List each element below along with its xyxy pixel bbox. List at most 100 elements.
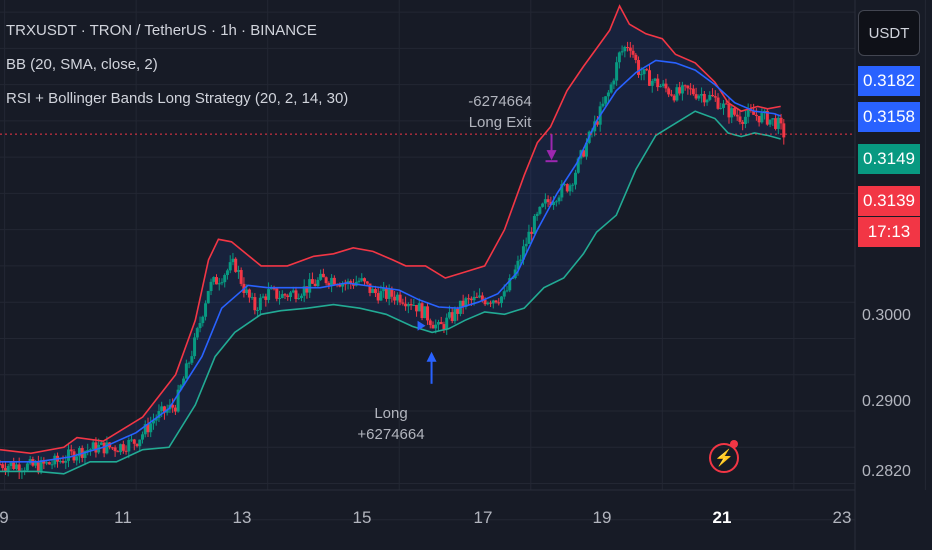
long-entry-marker: [417, 320, 426, 331]
candle-body: [50, 464, 54, 466]
candle-body: [505, 290, 509, 292]
candle-body: [157, 410, 161, 419]
candle-body: [667, 88, 671, 95]
candle-body: [557, 197, 561, 202]
candle-body: [201, 316, 205, 324]
candle-body: [127, 439, 131, 452]
candle-body: [165, 409, 169, 413]
exit-signal-value: -6274664: [468, 93, 532, 110]
date-tick: 13: [232, 508, 252, 527]
long-signal-value: +6274664: [357, 426, 425, 443]
candle-body: [302, 286, 306, 296]
candle-body: [656, 78, 660, 88]
candle-body: [179, 385, 183, 390]
candle-body: [771, 118, 775, 120]
candle-body: [428, 320, 432, 326]
candle-body: [746, 109, 750, 117]
candle-body: [642, 69, 646, 75]
candle-body: [299, 295, 303, 298]
date-tick: 11: [114, 508, 132, 527]
candle-body: [480, 295, 484, 300]
candle-body: [650, 80, 654, 86]
candle-body: [584, 142, 588, 157]
candle-body: [64, 460, 68, 463]
candle-body: [258, 297, 262, 311]
candle-body: [67, 449, 71, 461]
candle-body: [143, 424, 147, 435]
candle-body: [171, 404, 175, 408]
currency-button[interactable]: USDT: [858, 10, 920, 56]
candle-body: [543, 199, 547, 204]
candle-body: [409, 303, 413, 306]
candle-body: [368, 283, 372, 293]
candle-body: [563, 184, 567, 186]
candle-body: [694, 94, 698, 99]
candle-body: [497, 302, 501, 304]
candle-body: [119, 444, 123, 453]
lightning-icon[interactable]: ⚡: [709, 443, 739, 473]
candle-body: [735, 114, 739, 117]
candle-body: [516, 260, 520, 270]
exit-arrowhead-icon: [546, 150, 557, 161]
candle-body: [198, 323, 202, 329]
candle-body: [626, 46, 630, 48]
date-tick: 23: [832, 508, 852, 527]
candle-body: [231, 258, 235, 263]
candle-body: [398, 294, 402, 303]
candle-body: [453, 309, 457, 322]
candle-body: [469, 298, 473, 301]
candle-body: [727, 104, 731, 118]
candle-body: [738, 116, 742, 122]
candle-body: [609, 84, 613, 93]
candle-body: [173, 407, 177, 412]
candle-body: [571, 184, 575, 186]
candle-body: [412, 305, 416, 307]
candle-body: [401, 302, 405, 304]
candle-body: [708, 94, 712, 100]
candle-body: [291, 290, 295, 293]
candle-body: [294, 290, 298, 300]
candle-body: [565, 184, 569, 192]
candle-body: [467, 298, 471, 300]
candle-body: [765, 110, 769, 125]
candle-body: [141, 434, 145, 440]
candle-body: [716, 97, 720, 109]
candle-body: [39, 460, 43, 473]
candle-body: [384, 287, 388, 299]
candle-body: [582, 150, 586, 157]
price-tick: 0.3000: [862, 307, 911, 324]
candle-body: [94, 442, 98, 453]
price-label-upper-band: 0.3182: [858, 66, 920, 96]
candle-body: [132, 439, 136, 444]
strategy-label[interactable]: RSI + Bollinger Bands Long Strategy (20,…: [6, 90, 349, 107]
notification-dot: [730, 440, 738, 448]
symbol-title[interactable]: TRXUSDT · TRON / TetherUS · 1h · BINANCE: [6, 22, 317, 39]
candle-body: [209, 281, 213, 292]
candle-body: [102, 442, 106, 454]
candle-body: [382, 287, 386, 292]
candle-body: [176, 389, 180, 412]
candle-body: [184, 363, 188, 379]
candle-body: [75, 456, 79, 461]
candle-body: [349, 281, 353, 284]
candle-body: [313, 283, 317, 287]
candle-body: [187, 362, 191, 364]
candle-body: [286, 295, 290, 298]
candle-body: [686, 85, 690, 89]
candle-body: [34, 462, 38, 466]
candle-body: [3, 468, 7, 471]
candle-body: [678, 87, 682, 94]
candle-body: [486, 302, 490, 305]
candle-body: [69, 449, 73, 452]
candle-body: [436, 322, 440, 325]
candle-body: [182, 378, 186, 386]
candle-body: [483, 299, 487, 305]
candle-body: [524, 243, 528, 247]
candle-body: [236, 270, 240, 272]
candle-body: [105, 442, 109, 454]
candle-body: [417, 303, 421, 312]
bb-indicator-label[interactable]: BB (20, SMA, close, 2): [6, 56, 158, 73]
